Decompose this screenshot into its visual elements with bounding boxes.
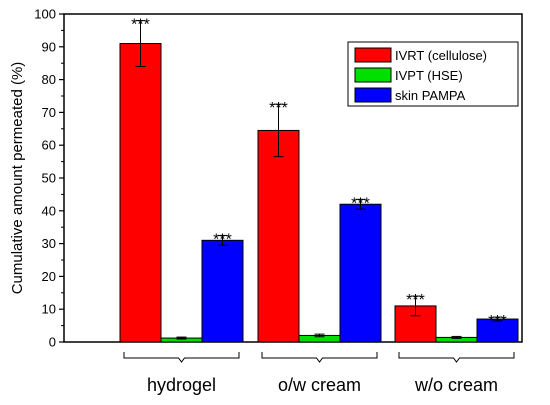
y-tick-label: 50 xyxy=(42,171,56,186)
y-tick-label: 0 xyxy=(49,335,56,350)
legend-label: IVPT (HSE) xyxy=(395,68,463,83)
y-tick-label: 30 xyxy=(42,236,56,251)
significance-label: *** xyxy=(269,100,288,117)
legend-swatch xyxy=(354,47,392,63)
significance-label: *** xyxy=(351,195,370,212)
y-tick-label: 10 xyxy=(42,302,56,317)
category-label: o/w cream xyxy=(278,375,361,395)
y-tick-label: 40 xyxy=(42,203,56,218)
significance-label: *** xyxy=(406,292,425,309)
y-tick-label: 70 xyxy=(42,105,56,120)
significance-label: *** xyxy=(213,231,232,248)
category-bracket xyxy=(398,352,515,363)
legend-swatch xyxy=(354,67,392,83)
category-bracket xyxy=(261,352,378,363)
bar xyxy=(257,129,300,343)
y-tick-label: 80 xyxy=(42,72,56,87)
category-label: hydrogel xyxy=(147,375,216,395)
significance-label: *** xyxy=(488,313,507,330)
legend-label: IVRT (cellulose) xyxy=(395,48,487,63)
bar xyxy=(339,203,382,343)
plot-area: 0 10 20 30 40 50 60 70 80 90 100 *** *** hydrogel *** *… xyxy=(34,7,523,395)
legend: IVRT (cellulose) IVPT (HSE) skin PAMPA xyxy=(347,41,519,107)
y-tick-label: 90 xyxy=(42,39,56,54)
category-label: w/o cream xyxy=(414,375,498,395)
y-tick-label: 20 xyxy=(42,269,56,284)
legend-swatch xyxy=(354,87,392,103)
y-axis-label: Cumulative amount permeated (%) xyxy=(9,62,26,295)
significance-label: *** xyxy=(131,17,150,34)
category-bracket xyxy=(123,352,240,363)
bar xyxy=(119,43,162,343)
y-tick-label: 60 xyxy=(42,138,56,153)
bar xyxy=(201,239,244,343)
legend-label: skin PAMPA xyxy=(395,88,466,103)
y-tick-label: 100 xyxy=(34,7,56,22)
